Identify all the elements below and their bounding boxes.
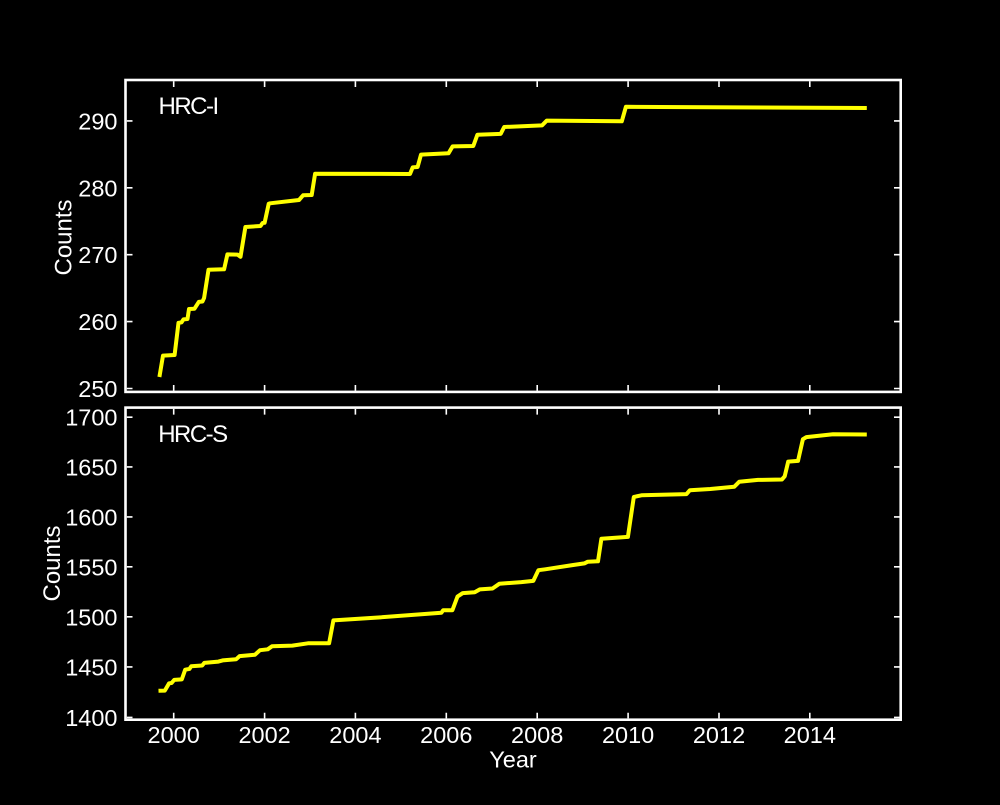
svg-text:1400: 1400 [65, 705, 117, 731]
svg-text:Counts: Counts [51, 199, 78, 275]
svg-text:1700: 1700 [65, 405, 117, 431]
svg-text:1500: 1500 [65, 604, 117, 630]
svg-text:270: 270 [78, 242, 117, 268]
svg-text:260: 260 [78, 309, 117, 335]
svg-text:Counts: Counts [39, 525, 66, 601]
svg-text:2000: 2000 [148, 722, 200, 748]
svg-text:2010: 2010 [602, 722, 654, 748]
svg-text:2012: 2012 [693, 722, 745, 748]
svg-text:290: 290 [78, 108, 117, 134]
svg-text:2008: 2008 [511, 722, 563, 748]
svg-text:2006: 2006 [420, 722, 472, 748]
svg-text:1600: 1600 [65, 504, 117, 530]
svg-text:2014: 2014 [784, 722, 836, 748]
svg-text:250: 250 [78, 376, 117, 402]
svg-text:HRC-I: HRC-I [159, 93, 218, 120]
svg-text:Year: Year [489, 747, 537, 773]
svg-text:1650: 1650 [65, 454, 117, 480]
svg-text:1550: 1550 [65, 554, 117, 580]
svg-text:280: 280 [78, 175, 117, 201]
svg-text:2004: 2004 [329, 722, 381, 748]
svg-text:1450: 1450 [65, 654, 117, 680]
svg-text:2002: 2002 [238, 722, 290, 748]
svg-text:HRC-S: HRC-S [158, 421, 227, 448]
